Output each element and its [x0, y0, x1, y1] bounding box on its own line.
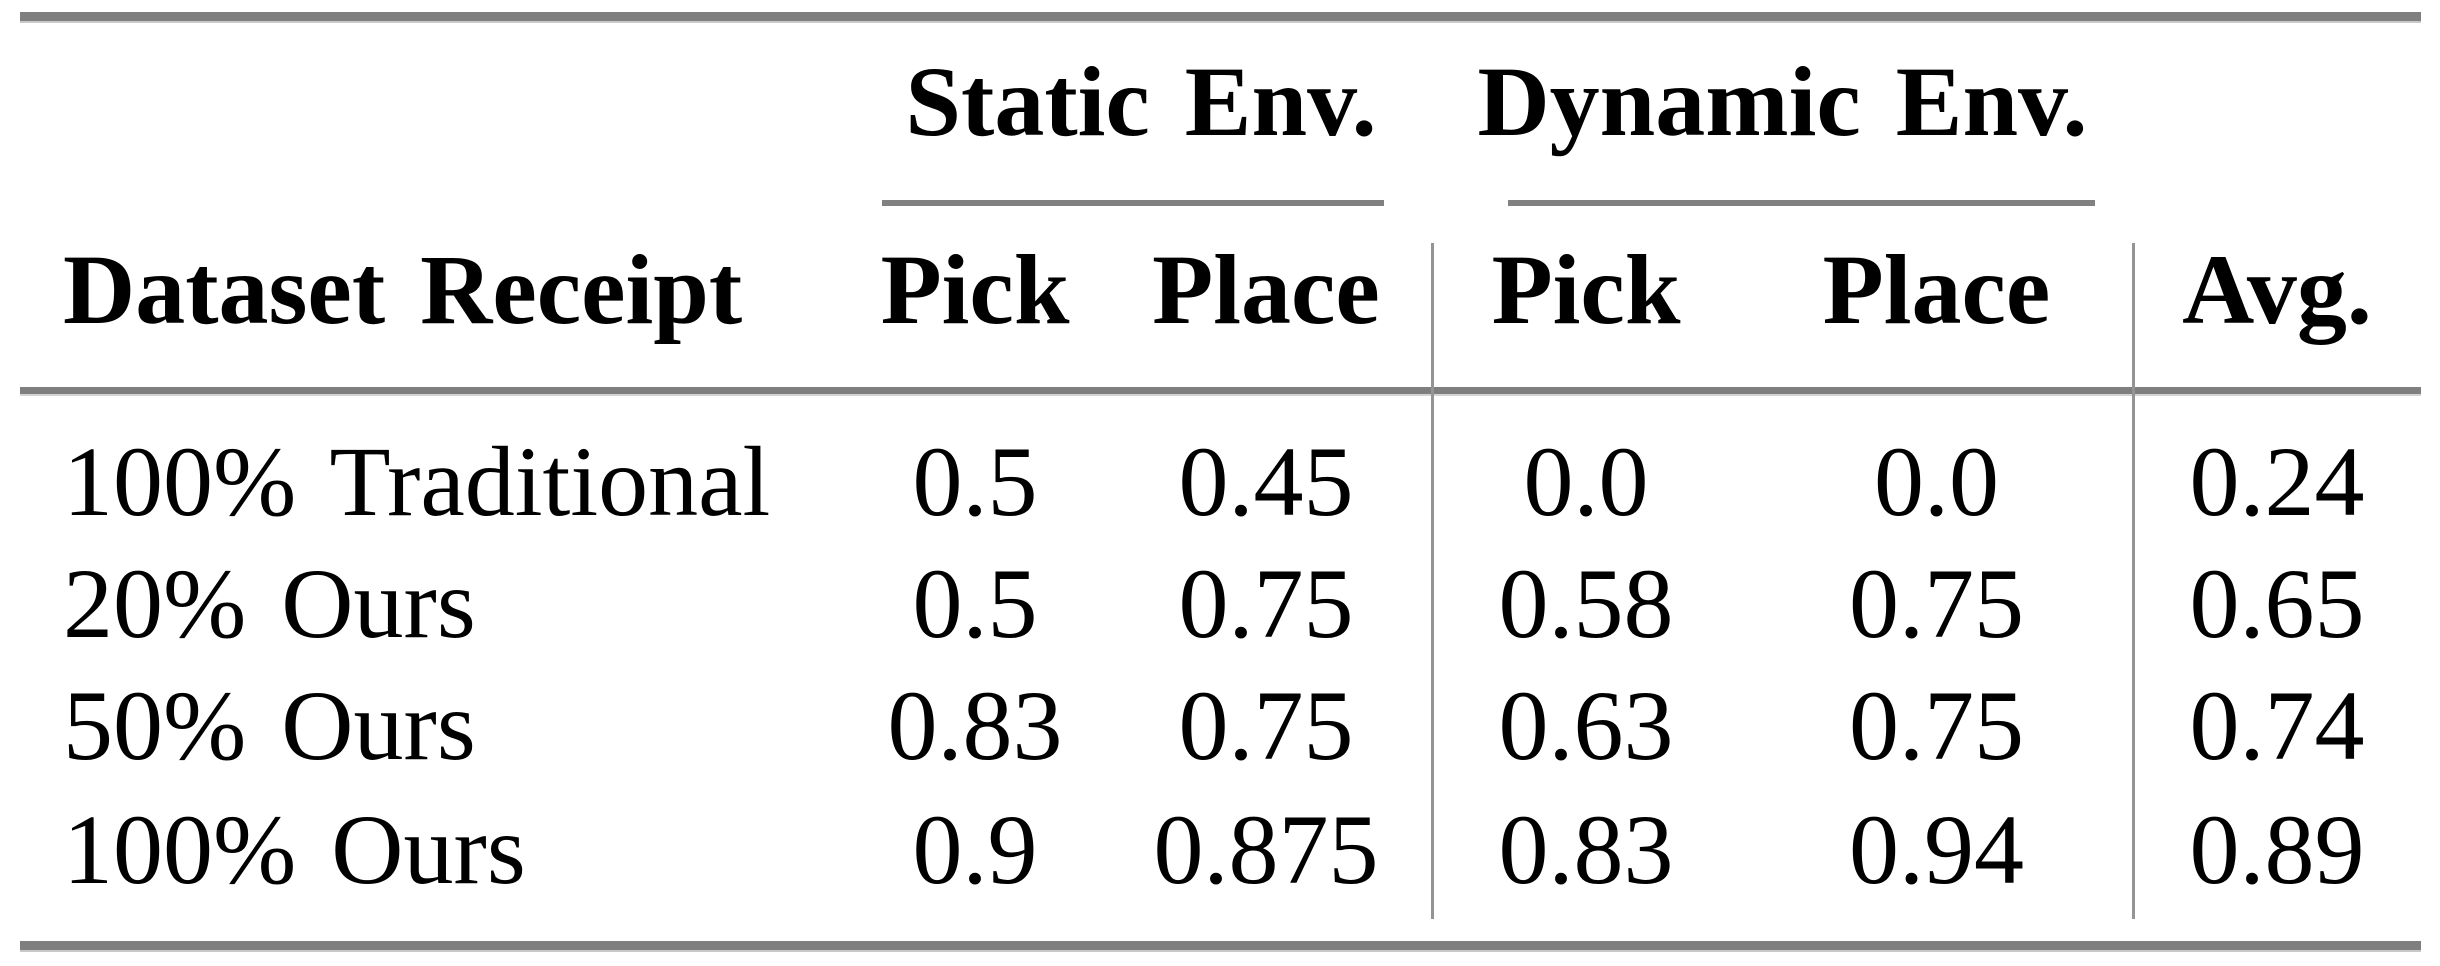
header-dynamic-pick: Pick: [1491, 234, 1681, 345]
cell-dynamic-place: 0.0: [1874, 426, 1999, 537]
cell-avg: 0.74: [2189, 670, 2365, 781]
cell-static-pick: 0.9: [912, 794, 1038, 905]
header-static-place: Place: [1152, 234, 1380, 345]
header-avg: Avg.: [2182, 234, 2372, 345]
header-row: Dataset Receipt Pick Place Pick Place Av…: [20, 240, 2421, 340]
row-label: 100% Ours: [63, 794, 526, 905]
column-group-header-row: Static Env. Dynamic Env.: [20, 52, 2421, 152]
static-group-underline-rule: [882, 200, 1384, 206]
cell-static-place: 0.875: [1153, 794, 1379, 905]
table-row: 20% Ours 0.5 0.75 0.58 0.75 0.65: [20, 554, 2421, 654]
bottom-rule: [20, 941, 2421, 950]
table-row: 50% Ours 0.83 0.75 0.63 0.75 0.74: [20, 676, 2421, 776]
dynamic-group-underline-rule: [1508, 200, 2095, 206]
header-dynamic-place: Place: [1822, 234, 2051, 345]
header-dataset-receipt: Dataset Receipt: [63, 234, 743, 345]
cell-dynamic-place: 0.75: [1849, 670, 2024, 781]
cell-static-place: 0.45: [1178, 426, 1354, 537]
cell-dynamic-pick: 0.0: [1523, 426, 1649, 537]
cell-dynamic-place: 0.75: [1849, 548, 2024, 659]
cell-avg: 0.65: [2189, 548, 2365, 659]
cell-avg: 0.89: [2189, 794, 2365, 905]
row-label: 20% Ours: [63, 548, 476, 659]
cell-static-place: 0.75: [1178, 670, 1354, 781]
vertical-rule-avg: [2132, 243, 2135, 919]
column-group-dynamic-env: Dynamic Env.: [1477, 46, 2088, 157]
vertical-rule-static-dynamic: [1431, 243, 1434, 919]
cell-dynamic-pick: 0.63: [1498, 670, 1674, 781]
cell-static-pick: 0.5: [912, 548, 1038, 659]
cell-dynamic-place: 0.94: [1849, 794, 2024, 905]
cell-dynamic-pick: 0.58: [1498, 548, 1674, 659]
row-label: 100% Traditional: [63, 426, 771, 537]
table-row: 100% Ours 0.9 0.875 0.83 0.94 0.89: [20, 800, 2421, 900]
row-label: 50% Ours: [63, 670, 476, 781]
column-group-static-env: Static Env.: [905, 46, 1377, 157]
table-row: 100% Traditional 0.5 0.45 0.0 0.0 0.24: [20, 432, 2421, 532]
header-static-pick: Pick: [880, 234, 1070, 345]
cell-static-pick: 0.83: [887, 670, 1063, 781]
cell-avg: 0.24: [2189, 426, 2365, 537]
cell-static-place: 0.75: [1178, 548, 1354, 659]
header-separator-rule: [20, 387, 2421, 394]
cell-static-pick: 0.5: [912, 426, 1038, 537]
top-rule: [20, 12, 2421, 21]
cell-dynamic-pick: 0.83: [1498, 794, 1674, 905]
